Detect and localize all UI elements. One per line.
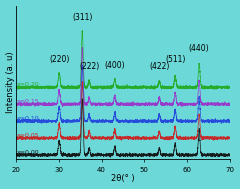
Text: x=0.20: x=0.20: [17, 82, 40, 87]
Text: (440): (440): [189, 44, 210, 53]
X-axis label: 2θ(° ): 2θ(° ): [111, 174, 135, 184]
Text: x=0.15: x=0.15: [17, 99, 40, 104]
Text: (220): (220): [49, 55, 69, 64]
Text: (311): (311): [72, 13, 92, 22]
Text: x=0.00: x=0.00: [17, 150, 40, 155]
Text: (422): (422): [149, 63, 169, 71]
Text: (511): (511): [165, 55, 185, 64]
Y-axis label: Intensity (a. u): Intensity (a. u): [6, 52, 15, 113]
Text: x=0.10: x=0.10: [17, 116, 40, 121]
Text: x=0.05: x=0.05: [17, 133, 40, 138]
Text: (400): (400): [104, 61, 125, 70]
Text: (222): (222): [79, 63, 99, 71]
